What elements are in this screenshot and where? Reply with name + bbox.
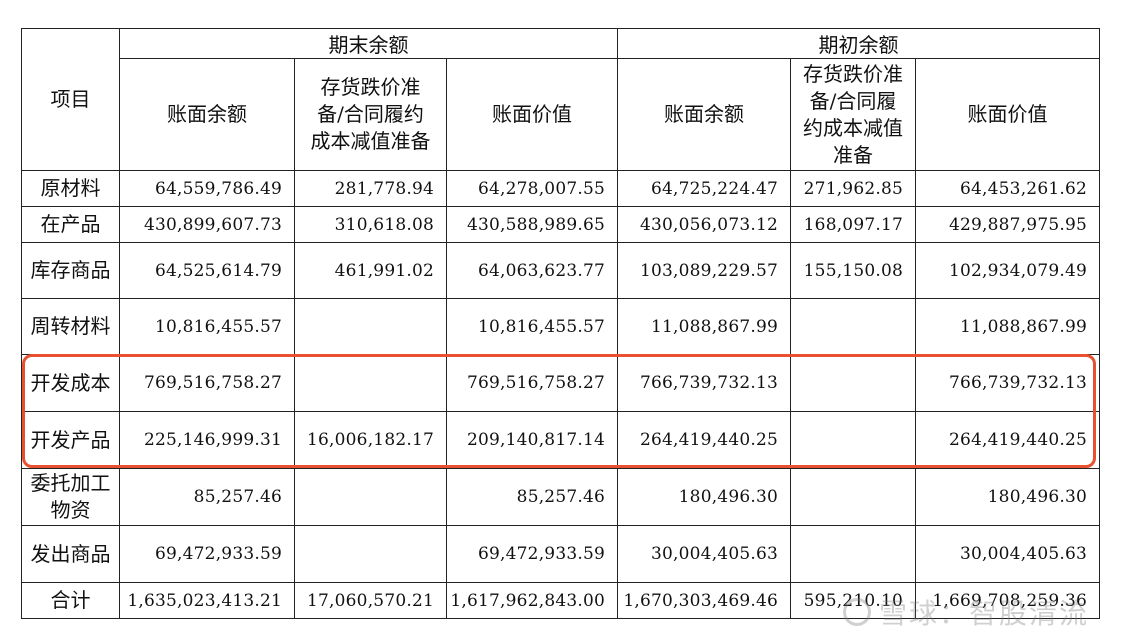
cell-c2: 310,618.08	[294, 206, 447, 243]
cell-c5	[790, 468, 916, 526]
cell-c6: 11,088,867.99	[915, 298, 1100, 355]
row-item-label: 委托加工物资	[21, 468, 120, 526]
row-item-label: 合计	[21, 582, 120, 619]
inventory-table: 项目 期末余额 期初余额 账面余额 存货跌价准备/合同履约成本减值准备 账面价值…	[21, 28, 1100, 619]
cell-c6: 264,419,440.25	[915, 411, 1100, 469]
table-row: 合计 1,635,023,413.21 17,060,570.21 1,617,962…	[21, 582, 1100, 619]
cell-c4: 766,739,732.13	[617, 354, 791, 412]
cell-c5	[790, 411, 916, 469]
row-item-label: 在产品	[21, 206, 120, 243]
begin-book-value-header: 账面价值	[915, 58, 1100, 171]
cell-c4: 430,056,073.12	[617, 206, 791, 243]
cell-c5	[790, 298, 916, 355]
cell-c5: 168,097.17	[790, 206, 916, 243]
cell-c3: 430,588,989.65	[446, 206, 618, 243]
cell-c6: 30,004,405.63	[915, 525, 1100, 583]
cell-c6: 429,887,975.95	[915, 206, 1100, 243]
cell-c4: 1,670,303,469.46	[617, 582, 791, 619]
row-item-label: 发出商品	[21, 525, 120, 583]
row-item-label: 开发成本	[21, 354, 120, 412]
cell-c1: 64,559,786.49	[119, 170, 295, 207]
cell-c3: 10,816,455.57	[446, 298, 618, 355]
end-book-value-header: 账面价值	[446, 58, 618, 171]
cell-c5	[790, 354, 916, 412]
cell-c5: 595,210.10	[790, 582, 916, 619]
header-row-groups: 项目 期末余额 期初余额	[21, 28, 1100, 171]
begin-provision-header: 存货跌价准备/合同履约成本减值准备	[790, 58, 916, 171]
cell-c1: 225,146,999.31	[119, 411, 295, 469]
cell-c1: 69,472,933.59	[119, 525, 295, 583]
cell-c4: 30,004,405.63	[617, 525, 791, 583]
cell-c2	[294, 298, 447, 355]
cell-c2	[294, 525, 447, 583]
table-row: 委托加工物资 85,257.46 85,257.46 180,496.30 180,49…	[21, 468, 1100, 526]
cell-c5: 155,150.08	[790, 242, 916, 299]
cell-c4: 264,419,440.25	[617, 411, 791, 469]
row-item-label: 周转材料	[21, 298, 120, 355]
row-item-label: 开发产品	[21, 411, 120, 469]
cell-c4: 180,496.30	[617, 468, 791, 526]
table-row: 开发成本 769,516,758.27 769,516,758.27 766,739,…	[21, 354, 1100, 412]
cell-c1: 85,257.46	[119, 468, 295, 526]
cell-c6: 766,739,732.13	[915, 354, 1100, 412]
cell-c3: 769,516,758.27	[446, 354, 618, 412]
cell-c3: 64,063,623.77	[446, 242, 618, 299]
table-row: 周转材料 10,816,455.57 10,816,455.57 11,088,867…	[21, 298, 1100, 355]
begin-book-balance-header: 账面余额	[617, 58, 791, 171]
cell-c2: 17,060,570.21	[294, 582, 447, 619]
cell-c2: 281,778.94	[294, 170, 447, 207]
item-column-header: 项目	[21, 28, 120, 171]
cell-c1: 64,525,614.79	[119, 242, 295, 299]
period-begin-header: 期初余额	[617, 28, 1100, 59]
cell-c3: 1,617,962,843.00	[446, 582, 618, 619]
cell-c4: 64,725,224.47	[617, 170, 791, 207]
table-row: 开发产品 225,146,999.31 16,006,182.17 209,140,8…	[21, 411, 1100, 469]
cell-c2: 16,006,182.17	[294, 411, 447, 469]
period-end-header: 期末余额	[119, 28, 618, 59]
cell-c6: 102,934,079.49	[915, 242, 1100, 299]
cell-c5	[790, 525, 916, 583]
table-row: 在产品 430,899,607.73 310,618.08 430,588,989.6…	[21, 206, 1100, 243]
cell-c2	[294, 468, 447, 526]
cell-c6: 64,453,261.62	[915, 170, 1100, 207]
cell-c1: 1,635,023,413.21	[119, 582, 295, 619]
cell-c3: 85,257.46	[446, 468, 618, 526]
cell-c4: 11,088,867.99	[617, 298, 791, 355]
table-row: 库存商品 64,525,614.79 461,991.02 64,063,623.77…	[21, 242, 1100, 299]
cell-c3: 69,472,933.59	[446, 525, 618, 583]
table-body: 原材料 64,559,786.49 281,778.94 64,278,007.55 6…	[21, 170, 1100, 619]
cell-c4: 103,089,229.57	[617, 242, 791, 299]
cell-c3: 64,278,007.55	[446, 170, 618, 207]
cell-c6: 180,496.30	[915, 468, 1100, 526]
table-row: 发出商品 69,472,933.59 69,472,933.59 30,004,405…	[21, 525, 1100, 583]
row-item-label: 原材料	[21, 170, 120, 207]
row-item-label: 库存商品	[21, 242, 120, 299]
end-provision-header: 存货跌价准备/合同履约成本减值准备	[294, 58, 447, 171]
cell-c6: 1,669,708,259.36	[915, 582, 1100, 619]
cell-c1: 10,816,455.57	[119, 298, 295, 355]
cell-c2: 461,991.02	[294, 242, 447, 299]
cell-c3: 209,140,817.14	[446, 411, 618, 469]
table-row: 原材料 64,559,786.49 281,778.94 64,278,007.55 6…	[21, 170, 1100, 207]
end-book-balance-header: 账面余额	[119, 58, 295, 171]
cell-c2	[294, 354, 447, 412]
cell-c5: 271,962.85	[790, 170, 916, 207]
cell-c1: 769,516,758.27	[119, 354, 295, 412]
cell-c1: 430,899,607.73	[119, 206, 295, 243]
header-row-columns: 账面余额 存货跌价准备/合同履约成本减值准备 账面价值 账面余额 存货跌价准备/…	[22, 58, 1100, 171]
